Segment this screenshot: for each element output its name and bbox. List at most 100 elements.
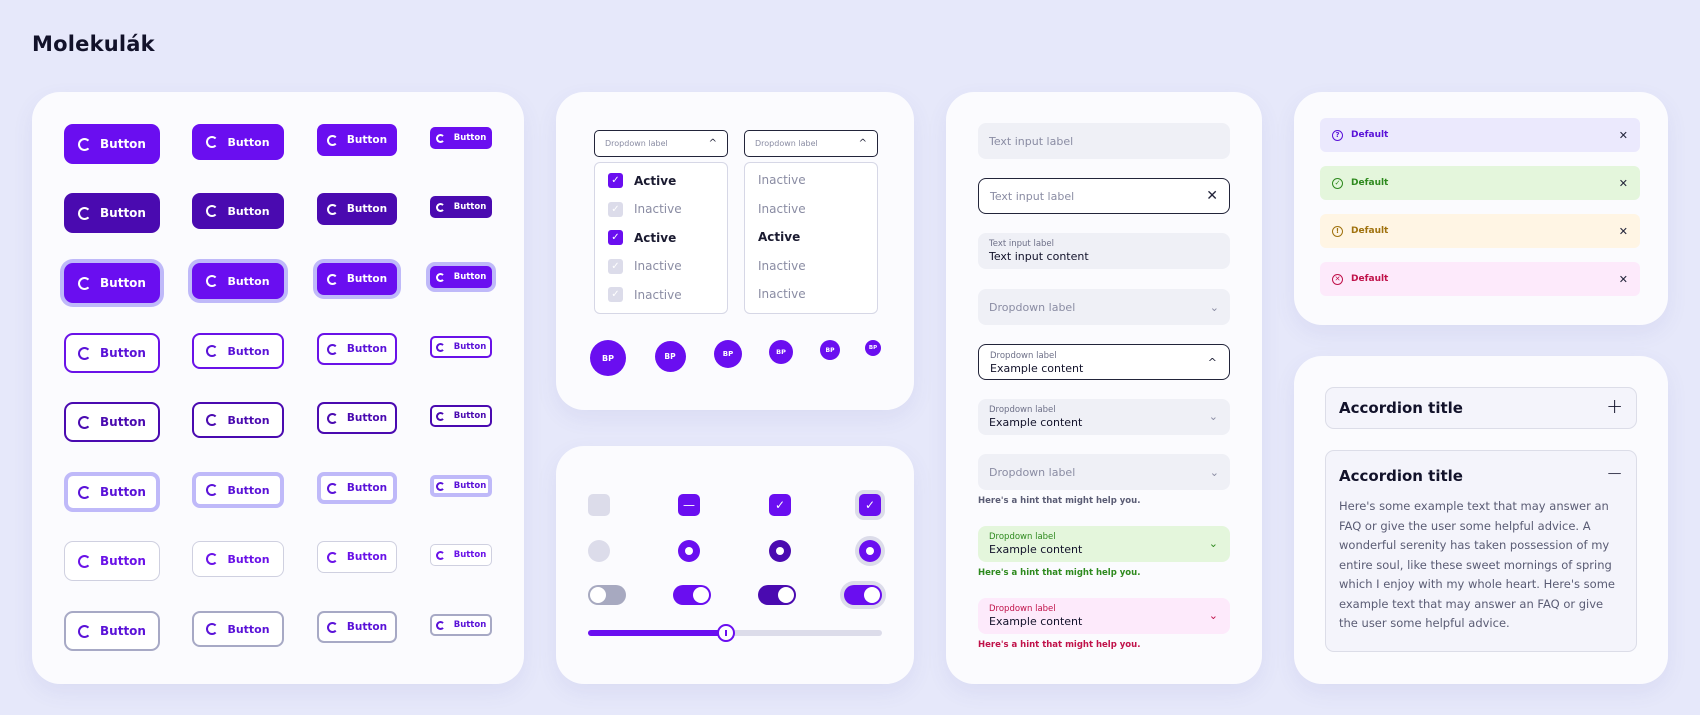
dropdown-option[interactable]: ✓ Active: [608, 230, 676, 245]
dropdown-option[interactable]: ✓ Inactive: [608, 287, 682, 302]
button-r7-c2[interactable]: Button: [192, 541, 284, 577]
checkbox-disabled[interactable]: [588, 494, 610, 516]
accordion-collapsed[interactable]: Accordion title +: [1325, 387, 1637, 429]
radio-selected-dark[interactable]: [769, 540, 791, 562]
radio-focused[interactable]: [859, 540, 881, 562]
button-r3-c3[interactable]: Button: [317, 263, 397, 295]
option-label: Inactive: [758, 201, 806, 216]
dropdown-option[interactable]: Inactive: [758, 173, 806, 187]
close-icon[interactable]: ✕: [1618, 128, 1628, 142]
close-icon[interactable]: ✕: [1618, 176, 1628, 190]
button-r3-c2[interactable]: Button: [192, 263, 284, 299]
option-label: Active: [758, 230, 801, 244]
button-r2-c4[interactable]: Button: [430, 196, 492, 218]
button-r1-c3[interactable]: Button: [317, 124, 397, 156]
checkbox-icon[interactable]: ✓: [608, 173, 623, 188]
button-r1-c1[interactable]: Button: [64, 124, 160, 164]
button-r6-c3[interactable]: Button: [317, 472, 397, 504]
button-r8-c3[interactable]: Button: [317, 611, 397, 643]
button-label: Button: [346, 412, 388, 424]
button-r7-c3[interactable]: Button: [317, 541, 397, 573]
toggle-focused[interactable]: [844, 585, 882, 605]
toggle-off[interactable]: [588, 585, 626, 605]
button-r3-c4[interactable]: Button: [430, 266, 492, 288]
dropdown-field-empty[interactable]: Dropdown label ⌄: [978, 289, 1230, 325]
dropdown-option[interactable]: Inactive: [758, 259, 806, 273]
button-r4-c4[interactable]: Button: [430, 336, 492, 358]
loading-icon: [326, 412, 338, 424]
button-r4-c3[interactable]: Button: [317, 333, 397, 365]
text-input-filled[interactable]: Text input label Text input content: [978, 233, 1230, 269]
dropdown-option[interactable]: ✓ Inactive: [608, 258, 682, 274]
checkbox-checked[interactable]: ✓: [769, 494, 791, 516]
button-r4-c1[interactable]: Button: [64, 333, 160, 373]
loading-icon: [435, 481, 445, 491]
checkbox-icon[interactable]: ✓: [608, 230, 623, 245]
dropdown-field-filled[interactable]: Dropdown label Example content ⌄: [978, 399, 1230, 435]
button-r6-c4[interactable]: Button: [430, 475, 492, 497]
button-label: Button: [453, 620, 487, 630]
dropdown-field-error[interactable]: Dropdown label Example content ⌄: [978, 598, 1230, 634]
checkbox-focused[interactable]: ✓: [859, 494, 881, 516]
dropdown-option[interactable]: Inactive: [758, 202, 806, 216]
loading-icon: [78, 485, 92, 499]
dropdown-field-open[interactable]: Dropdown label Example content ^: [978, 344, 1230, 380]
button-r7-c4[interactable]: Button: [430, 544, 492, 566]
button-r2-c1[interactable]: Button: [64, 193, 160, 233]
button-r5-c4[interactable]: Button: [430, 405, 492, 427]
button-r8-c2[interactable]: Button: [192, 611, 284, 647]
button-label: Button: [227, 344, 270, 358]
button-r5-c2[interactable]: Button: [192, 402, 284, 438]
button-label: Button: [100, 346, 146, 360]
dropdown-list-plain: Inactive Inactive Active Inactive Inactive: [744, 162, 878, 314]
button-label: Button: [227, 135, 270, 149]
dropdown-label: Dropdown label: [755, 139, 818, 148]
dropdown-field-success[interactable]: Dropdown label Example content ⌄: [978, 526, 1230, 562]
button-r4-c2[interactable]: Button: [192, 333, 284, 369]
text-input-empty[interactable]: Text input label: [978, 123, 1230, 159]
checkbox-icon[interactable]: ✓: [608, 258, 623, 274]
button-r1-c4[interactable]: Button: [430, 127, 492, 149]
button-r3-c1[interactable]: Button: [64, 263, 160, 303]
button-label: Button: [453, 342, 487, 352]
button-r2-c2[interactable]: Button: [192, 193, 284, 229]
button-r2-c3[interactable]: Button: [317, 193, 397, 225]
button-r5-c1[interactable]: Button: [64, 402, 160, 442]
checkbox-icon[interactable]: ✓: [608, 287, 623, 302]
dropdown-header-checkbox[interactable]: Dropdown label ^: [594, 130, 728, 157]
button-label: Button: [346, 621, 388, 633]
chevron-up-icon: ^: [1207, 356, 1217, 369]
button-r6-c1[interactable]: Button: [64, 472, 160, 512]
button-r8-c4[interactable]: Button: [430, 614, 492, 636]
checkbox-icon[interactable]: ✓: [608, 201, 623, 217]
button-label: Button: [346, 203, 388, 215]
plus-icon[interactable]: +: [1606, 394, 1623, 418]
alert-warning: ! Default ✕: [1320, 214, 1640, 248]
close-icon[interactable]: ✕: [1618, 224, 1628, 238]
button-r7-c1[interactable]: Button: [64, 541, 160, 581]
dropdown-header-plain[interactable]: Dropdown label ^: [744, 130, 878, 157]
radio-disabled[interactable]: [588, 540, 610, 562]
toggle-on-dark[interactable]: [758, 585, 796, 605]
loading-icon: [78, 206, 92, 220]
button-r8-c1[interactable]: Button: [64, 611, 160, 651]
checkbox-indeterminate[interactable]: —: [678, 494, 700, 516]
dropdown-option[interactable]: ✓ Active: [608, 173, 676, 188]
button-r5-c3[interactable]: Button: [317, 402, 397, 434]
text-input-focused[interactable]: Text input label ✕: [978, 178, 1230, 214]
dropdown-option[interactable]: ✓ Inactive: [608, 201, 682, 217]
minus-icon[interactable]: −: [1606, 461, 1623, 485]
dropdown-field-hint[interactable]: Dropdown label ⌄: [978, 454, 1230, 490]
button-r1-c2[interactable]: Button: [192, 124, 284, 160]
close-icon[interactable]: ✕: [1206, 188, 1218, 204]
slider-thumb[interactable]: [717, 624, 736, 642]
close-icon[interactable]: ✕: [1618, 272, 1628, 286]
dropdown-option[interactable]: Inactive: [758, 287, 806, 301]
loading-icon: [326, 203, 338, 215]
dropdown-option[interactable]: Active: [758, 230, 800, 244]
accordion-expanded[interactable]: Accordion title − Here's some example te…: [1325, 450, 1637, 652]
button-r6-c2[interactable]: Button: [192, 472, 284, 508]
toggle-on[interactable]: [673, 585, 711, 605]
button-label: Button: [227, 552, 270, 566]
radio-selected[interactable]: [678, 540, 700, 562]
